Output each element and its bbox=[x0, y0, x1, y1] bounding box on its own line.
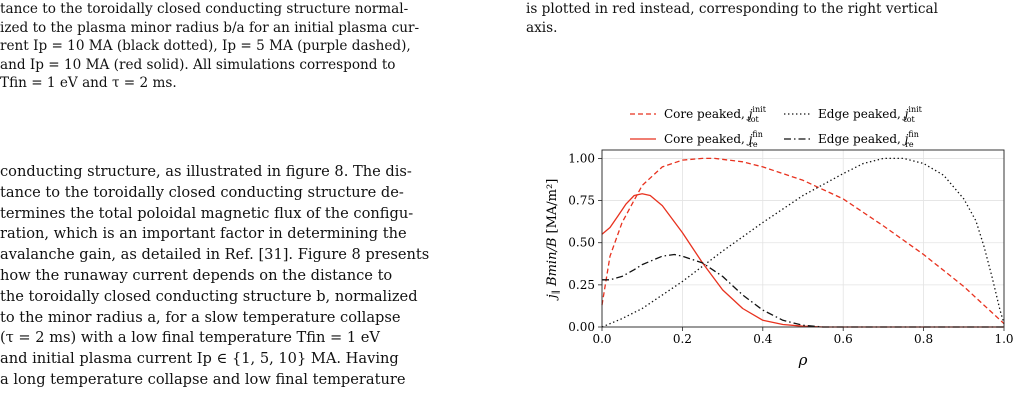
legend-label: Edge peaked, jfin re bbox=[818, 130, 919, 149]
legend-label: Core peaked, jfin re bbox=[664, 130, 763, 149]
body-paragraph: conducting structure, as illustrated in … bbox=[0, 162, 500, 391]
body-line: a long temperature collapse and low fina… bbox=[0, 370, 406, 388]
legend-label: Edge peaked, jinit tot bbox=[818, 105, 923, 124]
x-tick-label: 0.6 bbox=[834, 332, 853, 346]
caption-line: and Ip = 10 MA (red solid). All simulati… bbox=[0, 56, 396, 73]
body-line: and initial plasma current Ip ∈ {1, 5, 1… bbox=[0, 350, 399, 368]
body-line: to the minor radius a, for a slow temper… bbox=[0, 308, 401, 326]
x-tick-label: 0.8 bbox=[914, 332, 933, 346]
y-tick-label: 0.50 bbox=[568, 236, 595, 250]
chart-grid bbox=[601, 150, 1005, 328]
body-line: the toroidally closed conducting structu… bbox=[0, 287, 418, 305]
y-axis-label-text: j∥ Bmin/B [MA/m²] bbox=[545, 179, 562, 302]
y-tick-label: 1.00 bbox=[568, 151, 595, 165]
x-tick-label: 0.4 bbox=[753, 332, 772, 346]
x-tick-label: 1.0 bbox=[994, 332, 1013, 346]
caption-line: ized to the plasma minor radius b/a for … bbox=[0, 19, 420, 36]
y-tick-label: 0.25 bbox=[568, 278, 595, 292]
series-line-1 bbox=[601, 157, 1005, 325]
caption-line: is plotted in red instead, corresponding… bbox=[526, 1, 938, 17]
left-column: tance to the toroidally closed conductin… bbox=[0, 0, 500, 388]
caption-line: axis. bbox=[526, 19, 558, 36]
series-line-3 bbox=[601, 193, 1004, 328]
caption-line: tance to the toroidally closed conductin… bbox=[0, 1, 409, 17]
y-axis-label: j∥ Bmin/B [MA/m²] bbox=[545, 179, 562, 302]
body-line: tance to the toroidally closed conductin… bbox=[0, 183, 404, 201]
chart-series bbox=[601, 157, 1005, 328]
chart-legend: Core peaked, jinit tot Edge peaked, jinit t… bbox=[630, 105, 923, 149]
x-tick-label: 0.2 bbox=[673, 332, 692, 346]
chart-ticks: 0.0 0.2 0.4 0.6 0.8 1.0 0.00 0.25 0.50 0.75 1.00 bbox=[568, 151, 1013, 346]
x-axis-label: ρ bbox=[798, 351, 808, 369]
y-tick-label: 0.00 bbox=[568, 320, 595, 334]
body-line: (τ = 2 ms) with a low final temperature … bbox=[0, 329, 380, 347]
body-line: avalanche gain, as detailed in Ref. [31]… bbox=[0, 246, 430, 264]
body-line: termines the total poloidal magnetic flu… bbox=[0, 204, 414, 222]
series-line-4 bbox=[602, 253, 1004, 328]
caption-line: rent Ip = 10 MA (black dotted), Ip = 5 M… bbox=[0, 38, 411, 54]
figure-caption-continuation: is plotted in red instead, corresponding… bbox=[526, 0, 1016, 37]
body-line: conducting structure, as illustrated in … bbox=[0, 163, 412, 180]
body-line: how the runaway current depends on the d… bbox=[0, 266, 393, 284]
plot-frame bbox=[601, 149, 1005, 328]
legend-label: Core peaked, jinit tot bbox=[664, 105, 767, 124]
y-tick-label: 0.75 bbox=[568, 194, 595, 208]
figure-caption: tance to the toroidally closed conductin… bbox=[0, 0, 500, 93]
x-tick-label: 0.0 bbox=[592, 332, 611, 346]
body-line: ration, which is an important factor in … bbox=[0, 225, 407, 243]
series-line-2 bbox=[601, 157, 1005, 328]
caption-line: Tfin = 1 eV and τ = 2 ms. bbox=[0, 75, 177, 91]
current-density-chart: Core peaked, jinit tot Edge peaked, jinit t… bbox=[545, 105, 1014, 369]
right-column: is plotted in red instead, corresponding… bbox=[526, 0, 1016, 37]
